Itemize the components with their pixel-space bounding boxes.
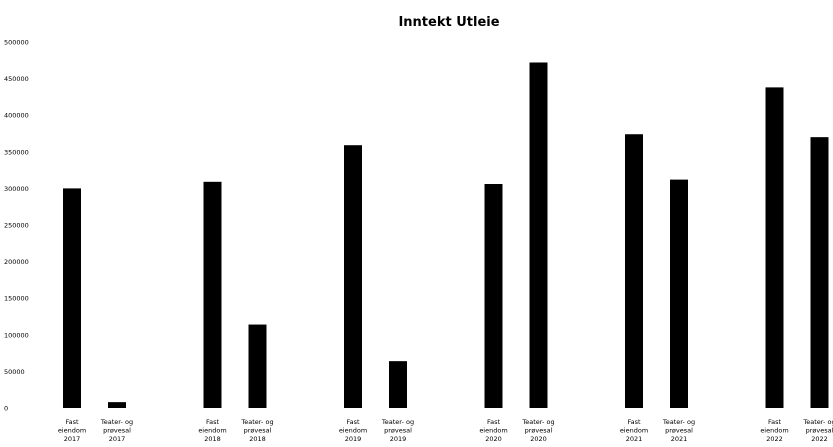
x-tick-label: Teater- og prøvesal 2017: [100, 418, 133, 443]
y-tick-label: 50000: [4, 368, 25, 376]
x-tick-label: Teater- og prøvesal 2018: [240, 418, 273, 443]
bar: [389, 361, 407, 408]
bar: [248, 324, 267, 408]
bar: [529, 62, 548, 408]
bar: [344, 145, 362, 408]
bar: [484, 184, 503, 408]
bar: [108, 402, 126, 408]
x-axis: Fast eiendom 2017 Teater- og prøvesal 2017 Fas…: [58, 418, 833, 443]
bar: [670, 179, 688, 408]
x-tick-label: Fast eiendom 2019: [339, 418, 367, 443]
y-tick-label: 400000: [4, 112, 29, 120]
x-tick-label: Fast eiendom 2021: [620, 418, 648, 443]
y-tick-label: 150000: [4, 295, 29, 303]
y-tick-label: 350000: [4, 148, 29, 156]
y-tick-label: 100000: [4, 331, 29, 339]
bar: [625, 134, 643, 408]
bar: [810, 137, 829, 408]
x-tick-label: Teater- og prøvesal 2020: [521, 418, 554, 443]
x-tick-label: Fast eiendom 2022: [760, 418, 788, 443]
x-tick-label: Fast eiendom 2018: [198, 418, 226, 443]
y-tick-label: 200000: [4, 258, 29, 266]
bar: [63, 188, 81, 408]
y-tick-label: 500000: [4, 39, 29, 47]
y-tick-label: 0: [4, 405, 8, 413]
x-tick-label: Teater- og prøvesal 2022: [802, 418, 833, 443]
chart-title: Inntekt Utleie: [398, 15, 499, 30]
x-tick-label: Teater- og prøvesal 2021: [662, 418, 695, 443]
y-tick-label: 450000: [4, 75, 29, 83]
bars: [63, 62, 829, 408]
y-axis: 0 50000 100000 150000 200000 250000 300000 3500…: [4, 39, 29, 413]
x-tick-label: Fast eiendom 2020: [479, 418, 507, 443]
x-tick-label: Fast eiendom 2017: [58, 418, 86, 443]
bar: [203, 181, 222, 408]
y-tick-label: 300000: [4, 185, 29, 193]
x-tick-label: Teater- og prøvesal 2019: [381, 418, 414, 443]
y-tick-label: 250000: [4, 222, 29, 230]
bar: [765, 87, 784, 408]
